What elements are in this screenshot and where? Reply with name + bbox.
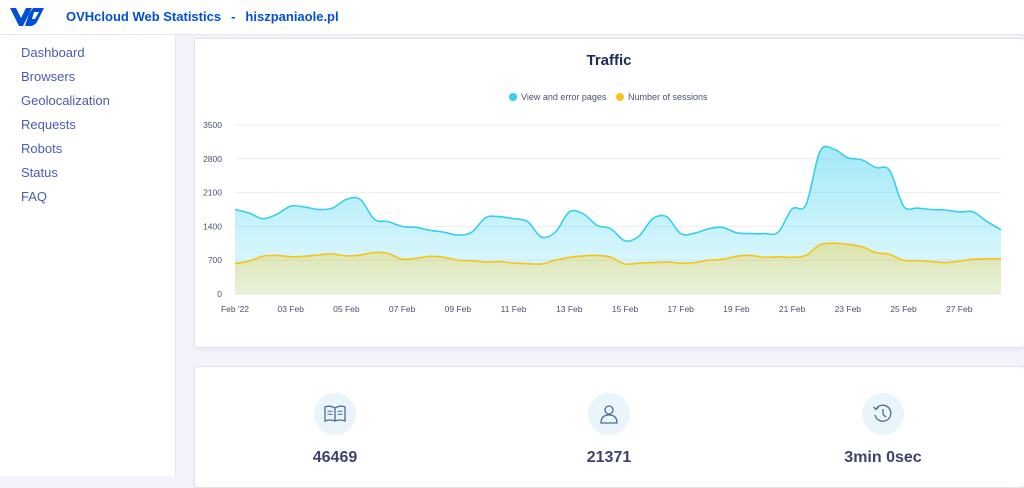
chart-series [234,145,1002,294]
title-separator: - [231,9,236,24]
sidebar-item-requests[interactable]: Requests [21,117,76,132]
site-name: hiszpaniaole.pl [245,9,339,24]
legend-label-sessions: Number of sessions [628,92,708,102]
legend-swatch-views [509,93,517,101]
x-tick-label: 15 Feb [612,304,639,314]
x-tick-label: 23 Feb [835,304,862,314]
y-tick-label: 700 [208,255,222,265]
x-tick-label: 05 Feb [333,304,360,314]
sidebar: Dashboard Browsers Geolocalization Reque… [0,35,176,476]
stat-visitors: 21371 [509,393,709,467]
user-icon [588,393,630,435]
x-tick-label: 11 Feb [501,304,527,314]
x-tick-label: 07 Feb [389,304,416,314]
traffic-chart: Traffic View and error pages Number of s… [203,52,1002,314]
legend-swatch-sessions [616,93,624,101]
sidebar-item-geolocalization[interactable]: Geolocalization [21,93,110,108]
x-tick-label: 17 Feb [667,304,694,314]
chart-legend: View and error pages Number of sessions [509,92,708,102]
sidebar-item-dashboard[interactable]: Dashboard [21,45,85,60]
sidebar-item-status[interactable]: Status [21,165,58,180]
legend-label-views: View and error pages [521,92,607,102]
series-line-sessions[interactable] [234,242,1002,266]
x-tick-label: 13 Feb [556,304,583,314]
book-icon [314,393,356,435]
ovhcloud-logo-icon[interactable] [8,4,46,30]
traffic-card: Traffic View and error pages Number of s… [194,38,1024,348]
top-bar: OVHcloud Web Statistics - hiszpaniaole.pl [0,0,1024,35]
y-tick-label: 2800 [203,154,222,164]
x-tick-label: 19 Feb [723,304,750,314]
y-tick-label: 2100 [203,188,222,198]
app-title: OVHcloud Web Statistics - hiszpaniaole.pl [66,9,339,24]
x-tick-label: Feb '22 [221,304,249,314]
x-tick-label: 09 Feb [445,304,472,314]
x-tick-label: 25 Feb [890,304,917,314]
stat-value-duration: 3min 0sec [844,449,922,466]
legend-item-views[interactable]: View and error pages [509,92,607,102]
history-clock-icon [862,393,904,435]
chart-title: Traffic [586,52,631,69]
x-axis: Feb '22 03 Feb 05 Feb 07 Feb 09 Feb 11 Feb 13 … [221,304,973,314]
y-axis: 0 700 1400 2100 2800 3500 [203,120,222,299]
x-tick-label: 03 Feb [277,304,304,314]
series-area-sessions [235,243,1001,294]
stat-duration: 3min 0sec [783,393,983,467]
stat-value-visitors: 21371 [586,449,632,466]
sidebar-item-faq[interactable]: FAQ [21,189,48,204]
stat-pages: 46469 [235,393,435,467]
x-tick-label: 27 Feb [946,304,973,314]
series-line-views[interactable] [234,145,1002,242]
app-name: OVHcloud Web Statistics [66,9,222,24]
y-tick-label: 0 [217,289,222,299]
stat-value-pages: 46469 [312,449,358,466]
sidebar-item-robots[interactable]: Robots [21,141,63,156]
legend-item-sessions[interactable]: Number of sessions [616,92,708,102]
stats-card: 46469 21371 3min 0sec [194,366,1024,488]
x-tick-label: 21 Feb [779,304,806,314]
sidebar-item-browsers[interactable]: Browsers [21,69,76,84]
y-tick-label: 1400 [203,221,222,231]
y-tick-label: 3500 [203,120,222,130]
